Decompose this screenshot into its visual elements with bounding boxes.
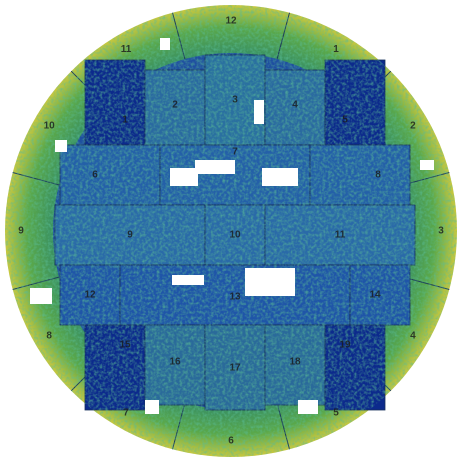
dead-area [262,168,298,186]
dead-area [254,100,264,124]
segment-label: 6 [228,436,234,447]
dead-areas [30,38,434,414]
module-label: 14 [369,290,381,301]
module-label: 8 [375,170,381,181]
dead-area [145,400,159,414]
dead-area [245,268,295,296]
module-label: 4 [292,100,298,111]
module-label: 12 [84,290,96,301]
module-label: 1 [122,115,128,126]
module-label: 16 [169,357,181,368]
module-label: 6 [92,170,98,181]
dead-area [160,38,170,50]
dead-area [30,288,52,304]
module-label: 17 [229,363,241,374]
module-label: 13 [229,292,241,303]
segment-label: 11 [121,44,132,55]
segment-label: 2 [410,121,416,132]
segment-label: 3 [438,226,444,237]
dead-area [170,168,198,186]
module-label: 10 [229,230,241,241]
segment-label: 4 [410,331,416,342]
module-label: 15 [119,340,131,351]
segment-label: 12 [225,16,237,27]
dead-area [420,160,434,170]
dead-area [298,400,318,414]
segment-label: 1 [333,44,339,55]
module-label: 3 [232,95,238,106]
module-label: 18 [289,357,301,368]
segment-label: 10 [44,121,56,132]
segment-label: 8 [46,331,52,342]
segment-label: 7 [123,408,129,419]
segment-label: 5 [333,408,339,419]
module-label: 11 [335,230,346,241]
module-label: 5 [342,115,348,126]
module-label: 7 [232,147,238,158]
module-label: 19 [339,340,351,351]
segment-label: 9 [18,226,24,237]
dead-area [195,160,235,174]
module-label: 2 [172,100,178,111]
module-label: 9 [127,230,133,241]
dead-area [55,140,67,152]
dead-area [172,275,204,285]
